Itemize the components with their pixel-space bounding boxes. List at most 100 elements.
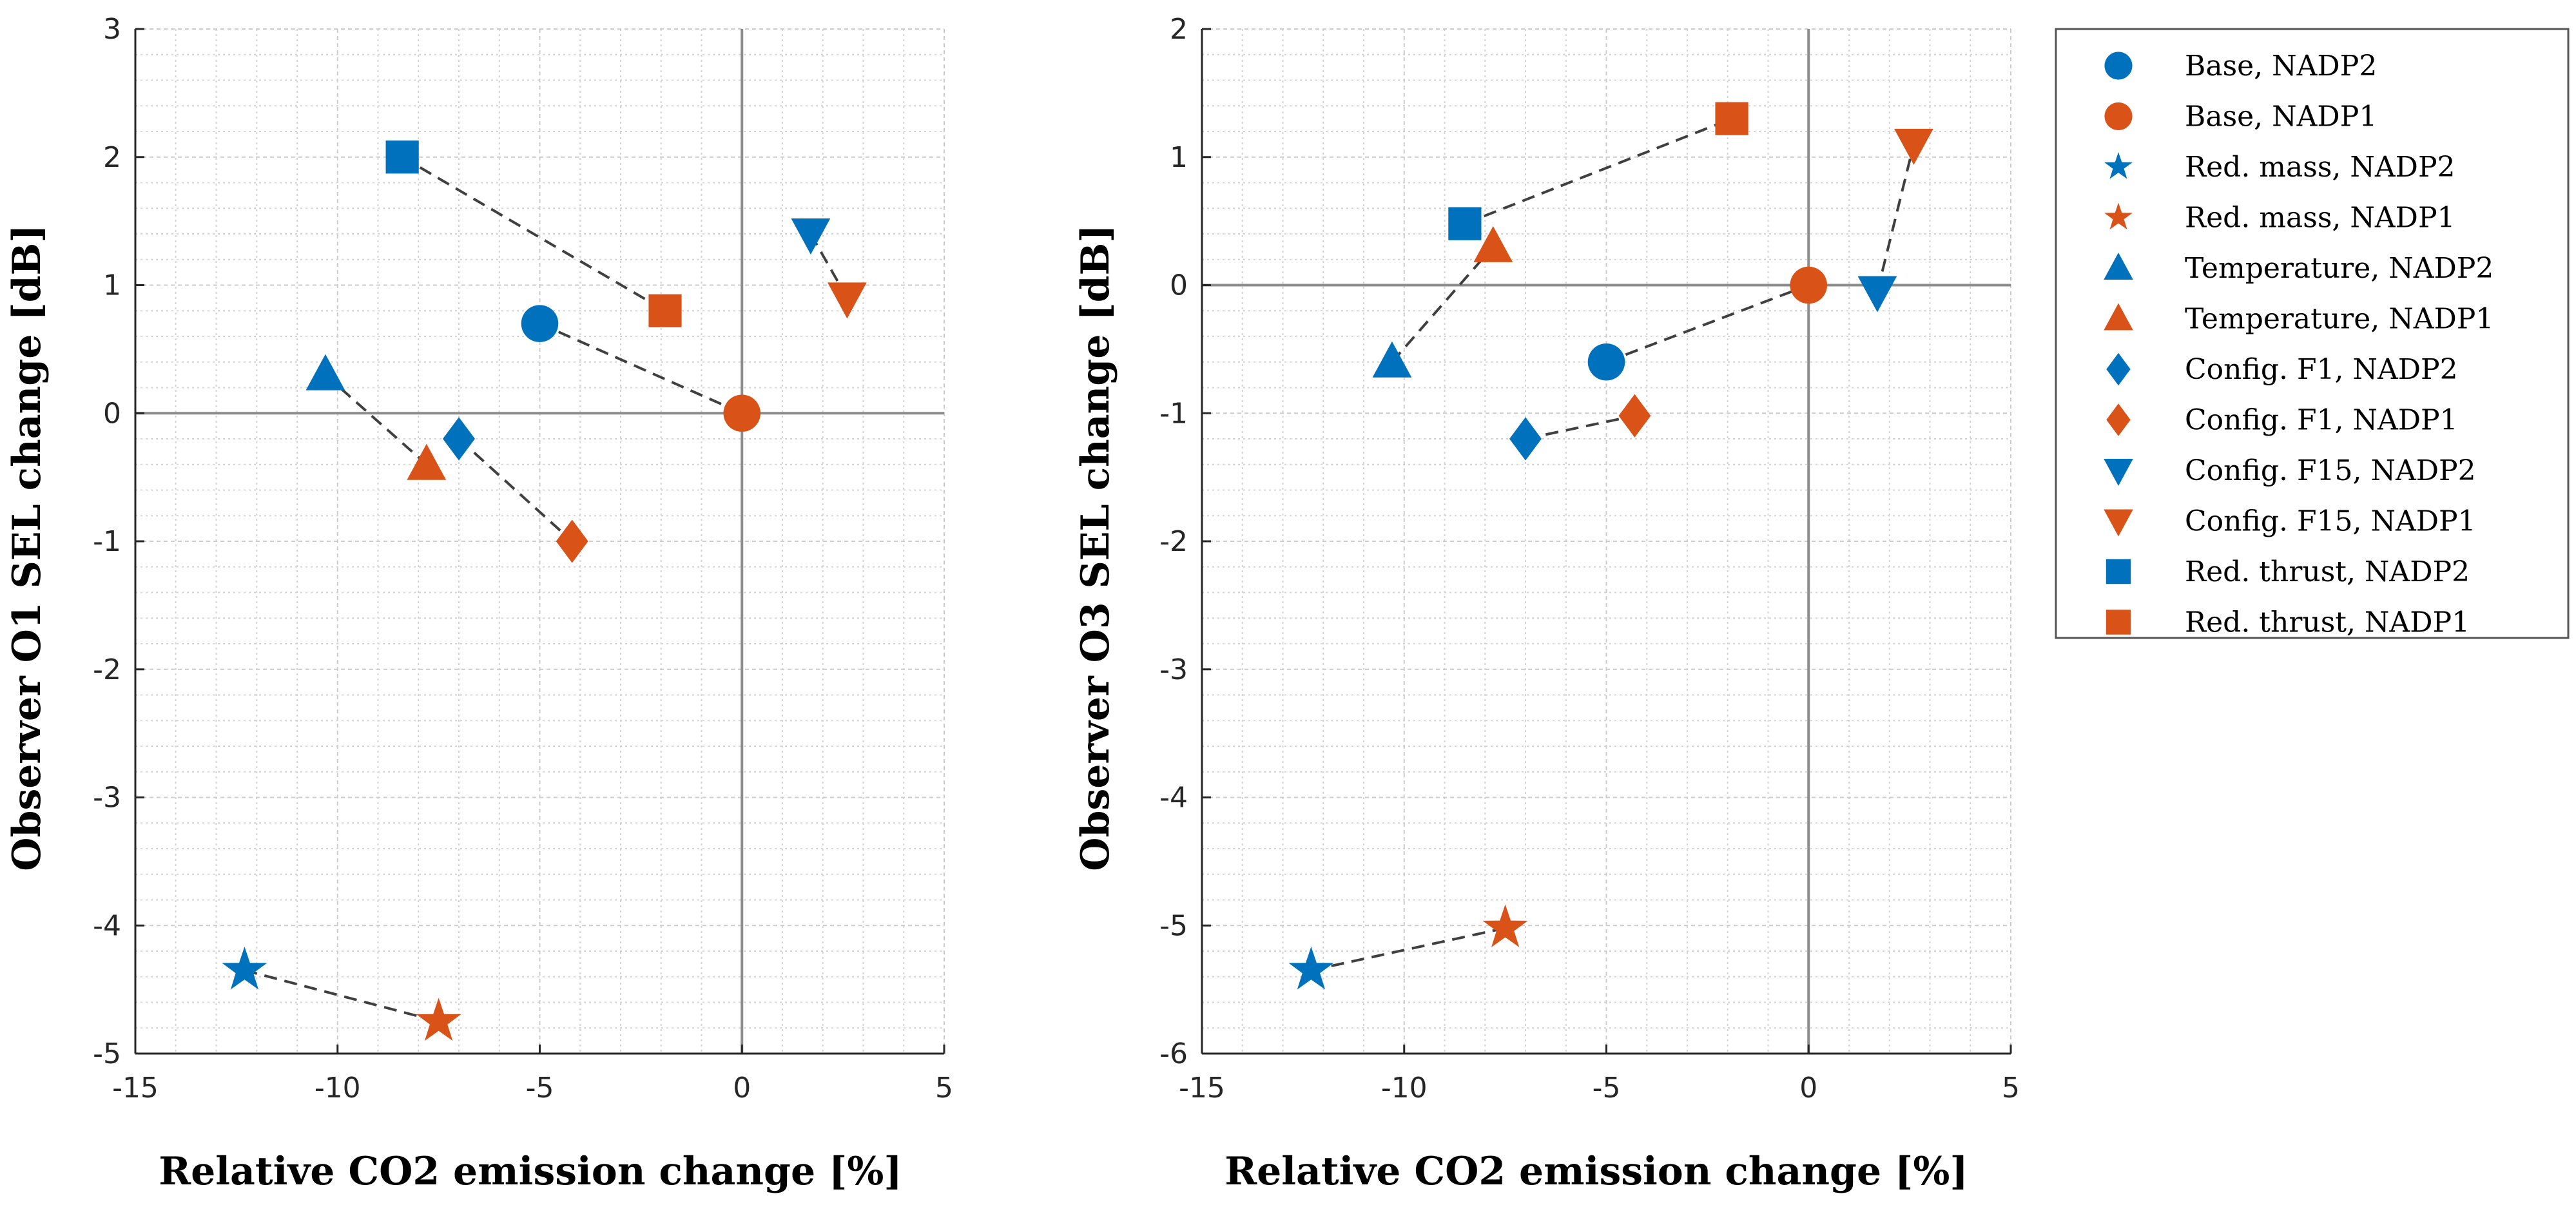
pair-connector-line bbox=[1525, 414, 1635, 440]
point-config-f15-nadp1 bbox=[828, 282, 867, 319]
pair-connector-line bbox=[809, 233, 849, 299]
connector-lines bbox=[1310, 117, 1915, 972]
legend-label: Red. mass, NADP1 bbox=[2185, 202, 2455, 235]
y-tick-label: -3 bbox=[93, 782, 121, 815]
point-config-f15-nadp2 bbox=[1857, 276, 1897, 313]
y-tick-label: -2 bbox=[93, 653, 121, 686]
pair-connector-line bbox=[458, 438, 574, 543]
legend-label: Config. F15, NADP1 bbox=[2185, 505, 2476, 538]
point-temperature-nadp2 bbox=[1372, 341, 1412, 378]
connector-lines bbox=[244, 156, 849, 1023]
pair-connector-line bbox=[1464, 117, 1732, 225]
y-tick-label: 0 bbox=[1170, 269, 1188, 302]
x-tick-label: -15 bbox=[112, 1072, 159, 1104]
y-tick-label: -1 bbox=[1159, 397, 1188, 430]
point-temperature-nadp2 bbox=[305, 354, 345, 390]
legend-marker-temperature-nadp1 bbox=[2104, 303, 2133, 331]
point-config-f1-nadp2 bbox=[1509, 417, 1542, 461]
legend-marker-base-nadp2 bbox=[2104, 52, 2133, 80]
legend-marker-red-thrust-nadp2 bbox=[2106, 559, 2131, 584]
y-tick-label: -4 bbox=[1159, 782, 1188, 815]
plot-area bbox=[134, 28, 945, 1055]
ylabel: Observer O3 SEL change [dB] bbox=[1073, 224, 1118, 871]
plot-area bbox=[1201, 28, 2011, 1055]
point-config-f1-nadp1 bbox=[556, 519, 588, 563]
legend-marker-config-f1-nadp2 bbox=[2106, 352, 2131, 386]
point-red-thrust-nadp2 bbox=[1448, 207, 1482, 240]
legend-label: Red. mass, NADP2 bbox=[2185, 151, 2455, 184]
legend-marker-base-nadp1 bbox=[2104, 102, 2133, 131]
data-points bbox=[222, 140, 867, 1041]
y-tick-label: 2 bbox=[103, 141, 121, 174]
legend-marker-red-thrust-nadp1 bbox=[2106, 610, 2131, 635]
y-tick-label: 1 bbox=[103, 269, 121, 302]
pair-connector-line bbox=[402, 156, 666, 312]
x-tick-label: -10 bbox=[1381, 1072, 1428, 1104]
legend-label: Config. F1, NADP2 bbox=[2185, 353, 2458, 386]
legend-marker-red-mass-nadp1 bbox=[2104, 202, 2133, 230]
point-red-mass-nadp1 bbox=[1482, 904, 1528, 947]
point-temperature-nadp1 bbox=[407, 443, 447, 480]
y-tick-label: -1 bbox=[93, 525, 121, 558]
legend-label: Red. thrust, NADP2 bbox=[2185, 555, 2470, 588]
point-config-f1-nadp1 bbox=[1618, 394, 1651, 438]
pair-connector-line bbox=[244, 969, 440, 1023]
point-red-mass-nadp2 bbox=[1288, 947, 1334, 990]
x-tick-label: 5 bbox=[2002, 1072, 2020, 1104]
pair-connector-line bbox=[539, 322, 743, 415]
point-red-thrust-nadp2 bbox=[385, 140, 419, 174]
legend-label: Base, NADP1 bbox=[2185, 101, 2377, 133]
point-config-f15-nadp1 bbox=[1894, 128, 1933, 165]
y-tick-label: -5 bbox=[1159, 909, 1188, 942]
y-tick-label: 2 bbox=[1170, 13, 1188, 46]
point-config-f1-nadp2 bbox=[443, 417, 475, 461]
point-base-nadp1 bbox=[723, 394, 761, 432]
pair-connector-line bbox=[1391, 246, 1495, 363]
legend-label: Config. F1, NADP1 bbox=[2185, 404, 2458, 437]
y-tick-label: 3 bbox=[103, 13, 121, 46]
y-tick-label: -5 bbox=[93, 1037, 121, 1070]
legend-marker-config-f1-nadp1 bbox=[2106, 403, 2131, 436]
pair-connector-line bbox=[1310, 927, 1506, 972]
data-points bbox=[1288, 102, 1933, 990]
y-tick-label: -3 bbox=[1159, 653, 1188, 686]
y-tick-label: -6 bbox=[1159, 1037, 1188, 1070]
point-red-mass-nadp2 bbox=[222, 947, 267, 990]
y-tick-label: 0 bbox=[103, 397, 121, 430]
xlabel: Relative CO2 emission change [%] bbox=[1225, 1149, 1968, 1194]
legend-label: Temperature, NADP2 bbox=[2185, 252, 2494, 285]
x-tick-label: 0 bbox=[1799, 1072, 1817, 1104]
legend-marker-config-f15-nadp1 bbox=[2104, 509, 2133, 537]
xlabel: Relative CO2 emission change [%] bbox=[159, 1149, 902, 1194]
legend-marker-temperature-nadp2 bbox=[2104, 253, 2133, 280]
point-red-thrust-nadp1 bbox=[1715, 102, 1748, 135]
y-tick-label: 1 bbox=[1170, 141, 1188, 174]
x-tick-label: -15 bbox=[1179, 1072, 1225, 1104]
legend-marker-red-mass-nadp2 bbox=[2104, 152, 2133, 179]
pair-connector-line bbox=[1875, 144, 1915, 292]
legend-marker-config-f15-nadp2 bbox=[2104, 459, 2133, 486]
chart-o1: Relative CO2 emission change [%] Observe… bbox=[5, 13, 953, 1194]
y-tick-label: -2 bbox=[1159, 525, 1188, 558]
point-base-nadp1 bbox=[1790, 266, 1828, 304]
ylabel: Observer O1 SEL change [dB] bbox=[5, 224, 50, 871]
chart-o3: Relative CO2 emission change [%] Observe… bbox=[1073, 13, 2020, 1194]
point-base-nadp2 bbox=[521, 305, 559, 342]
legend-label: Base, NADP2 bbox=[2185, 50, 2377, 82]
x-tick-label: 0 bbox=[733, 1072, 751, 1104]
point-red-mass-nadp1 bbox=[416, 998, 461, 1041]
point-config-f15-nadp2 bbox=[791, 218, 831, 255]
y-tick-label: -4 bbox=[93, 909, 121, 942]
x-tick-label: -10 bbox=[315, 1072, 361, 1104]
x-tick-label: 5 bbox=[935, 1072, 953, 1104]
legend-label: Red. thrust, NADP1 bbox=[2185, 606, 2470, 639]
x-tick-label: -5 bbox=[526, 1072, 554, 1104]
legend-label: Temperature, NADP1 bbox=[2185, 303, 2494, 336]
point-temperature-nadp1 bbox=[1473, 226, 1513, 262]
x-tick-label: -5 bbox=[1593, 1072, 1621, 1104]
point-base-nadp2 bbox=[1587, 343, 1625, 381]
legend-label: Config. F15, NADP2 bbox=[2185, 454, 2476, 487]
